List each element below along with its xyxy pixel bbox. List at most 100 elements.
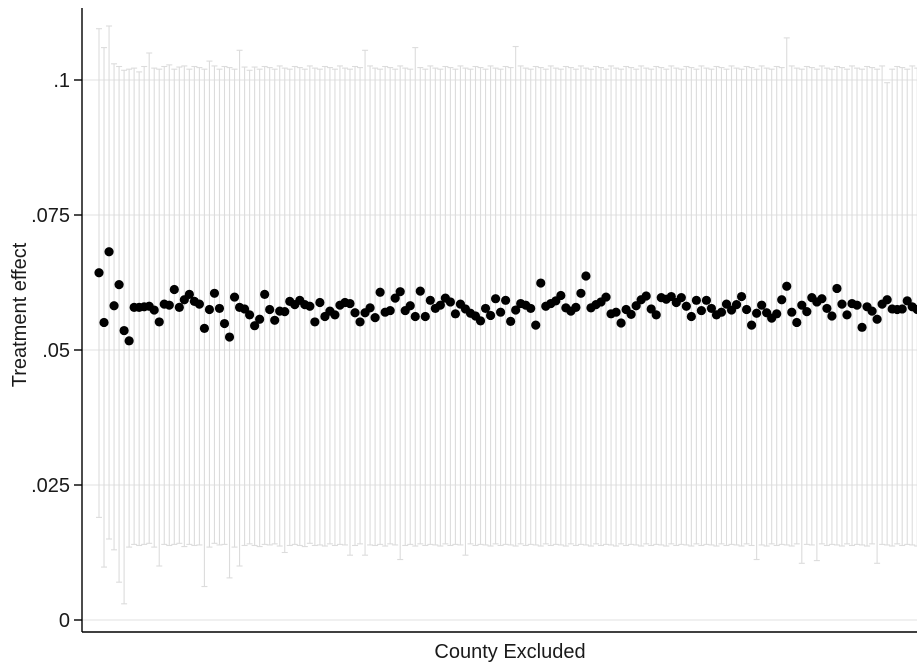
ci-bar [276,65,283,547]
estimate-point [164,300,174,310]
estimate-point [260,289,270,299]
ci-bar [788,65,795,547]
estimate-point [681,301,691,311]
estimate-point [506,316,516,326]
ci-bar [608,65,615,546]
ci-bar [206,60,213,548]
ci-bar [768,68,775,545]
ci-bar [422,68,429,547]
estimate-point [867,306,877,316]
estimate-point [330,310,340,320]
estimate-point [250,321,260,331]
estimate-point [731,300,742,310]
point-estimates [94,247,917,346]
ci-bar [146,52,153,544]
ci-bar [678,68,685,545]
y-ticks: 0 .025 .05 .075 .1 [31,70,82,632]
ci-bar [668,65,675,545]
ci-bar [171,68,178,545]
ci-bar [226,67,233,579]
estimate-point [792,317,802,328]
ci-bar [126,68,133,548]
ci-bar [467,68,474,545]
ci-bar [181,65,188,548]
estimate-point [747,320,757,330]
ci-bar [452,68,459,545]
estimate-point [109,301,119,311]
ci-bar [698,65,705,547]
ci-bar [658,67,665,546]
estimate-point [696,305,707,316]
ci-bar [613,67,620,547]
estimate-point [827,311,837,321]
estimate-point [365,303,375,313]
estimate-point [119,325,129,336]
estimate-point [174,302,184,312]
estimate-point [852,300,862,310]
ci-bar [748,67,755,547]
ci-bar [186,68,193,545]
ci-bar [703,67,710,545]
ci-bar [211,65,218,544]
estimate-point [716,307,727,317]
ci-bar [713,65,720,547]
ci-bar [778,67,785,545]
estimate-point [706,303,717,314]
ci-bar [256,68,263,548]
ci-bar [387,67,394,545]
estimate-point [857,322,867,332]
estimate-point [410,311,420,322]
estimate-point [390,293,400,303]
estimate-point [345,298,355,309]
ci-bar [688,67,695,547]
ci-bar [783,37,790,546]
y-axis-title: Treatment effect [9,242,31,387]
ci-bar [372,67,379,547]
estimate-point [777,295,787,305]
ci-bar [497,68,504,547]
estimate-point [420,311,430,322]
ci-bar [828,68,835,545]
ci-bar [643,67,650,545]
estimate-point [219,318,230,329]
estimate-point [752,308,762,318]
estimate-point [701,295,712,305]
ci-bar [121,69,128,605]
ci-bar [331,68,338,547]
y-tick-label: .075 [31,205,70,227]
estimate-point [802,307,812,317]
estimate-point [114,280,124,290]
estimate-point [601,292,611,302]
estimate-point [224,332,235,342]
ci-bar [557,68,564,546]
ci-bar [803,65,810,545]
estimate-point [265,304,275,315]
ci-bar [251,66,258,547]
estimate-point [310,317,320,327]
estimate-point [531,320,541,330]
estimate-point [395,287,405,297]
estimate-point [204,304,215,315]
estimate-point [641,291,651,301]
ci-bar [869,67,876,545]
estimate-point [536,278,546,288]
ci-bar [793,67,800,545]
ci-bar [477,67,484,545]
estimate-point [882,295,892,305]
ci-bar [417,67,424,545]
estimate-point [375,287,385,297]
ci-bar [271,68,278,545]
estimate-point [245,310,255,320]
estimate-point [255,314,265,324]
ci-bar [773,65,780,547]
ci-bar [397,65,404,561]
y-tick-label: .05 [42,340,70,362]
estimate-point [581,271,591,281]
ci-bar [507,67,514,546]
estimate-point [124,336,134,346]
ci-bar [261,65,268,545]
ci-bar [638,65,645,547]
ci-bar [603,68,610,545]
ci-bar [582,67,589,546]
ci-bar [818,65,825,545]
